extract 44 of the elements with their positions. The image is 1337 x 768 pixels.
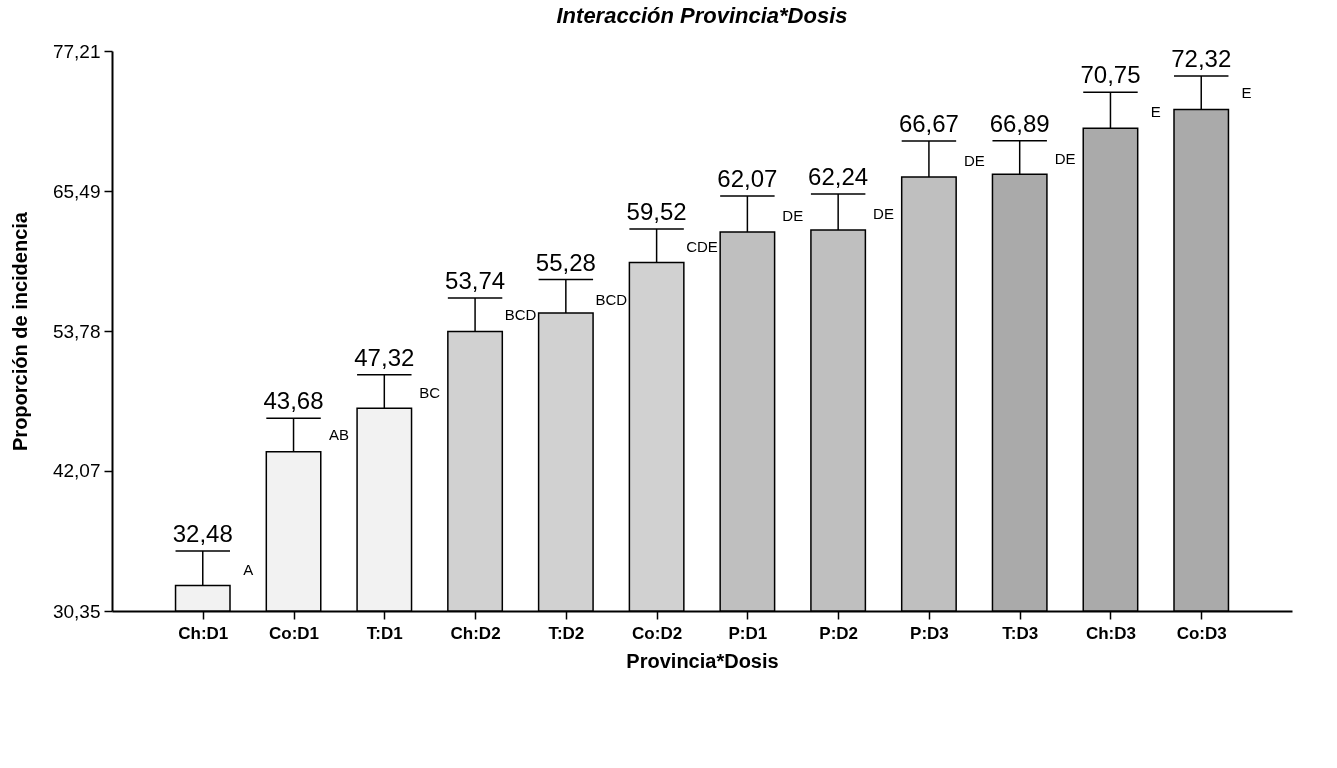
annotation: CDE bbox=[686, 238, 718, 256]
x-tick-label: P:D3 bbox=[910, 623, 949, 643]
data-label: 32,48 bbox=[172, 519, 233, 547]
annotation: E bbox=[1241, 83, 1252, 101]
x-tick-label: P:D1 bbox=[728, 623, 768, 643]
y-tick-label: 65,49 bbox=[52, 180, 101, 202]
data-label: 70,75 bbox=[1080, 61, 1141, 89]
x-tick-label: T:D3 bbox=[1002, 623, 1039, 643]
y-axis-title: Proporción de incidencia bbox=[8, 211, 31, 451]
data-label: 72,32 bbox=[1171, 44, 1232, 72]
annotation: E bbox=[1150, 103, 1161, 121]
x-tick-label: P:D2 bbox=[819, 623, 859, 643]
data-label: 53,74 bbox=[445, 267, 506, 295]
x-axis-title: Provincia*Dosis bbox=[626, 649, 779, 672]
annotation: DE bbox=[1054, 149, 1076, 167]
y-tick-label: 77,21 bbox=[52, 40, 101, 62]
data-label: 47,32 bbox=[354, 343, 415, 371]
x-tick-label: Co:D3 bbox=[1176, 623, 1227, 643]
annotation: A bbox=[243, 560, 254, 578]
data-label: 66,89 bbox=[989, 109, 1050, 137]
data-label: 66,67 bbox=[898, 110, 959, 138]
x-tick-label: Ch:D1 bbox=[178, 623, 229, 643]
x-tick-label: T:D1 bbox=[366, 623, 403, 643]
annotation: BC bbox=[419, 383, 441, 401]
chart-title: Interacción Provincia*Dosis bbox=[556, 3, 848, 28]
data-label: 62,24 bbox=[808, 163, 869, 191]
annotation: DE bbox=[782, 207, 804, 225]
data-label: 59,52 bbox=[626, 197, 687, 225]
x-tick-label: Ch:D2 bbox=[450, 623, 501, 643]
x-tick-label: Ch:D3 bbox=[1085, 623, 1136, 643]
data-label: 62,07 bbox=[717, 165, 778, 193]
y-tick-label: 53,78 bbox=[52, 320, 101, 342]
x-tick-label: T:D2 bbox=[548, 623, 585, 643]
x-tick-label: Co:D2 bbox=[632, 623, 683, 643]
x-tick-label: Co:D1 bbox=[269, 623, 320, 643]
annotation: DE bbox=[963, 152, 985, 170]
y-tick-label: 30,35 bbox=[52, 600, 101, 622]
data-label: 43,68 bbox=[263, 387, 324, 415]
annotation: AB bbox=[328, 425, 349, 443]
annotation: DE bbox=[873, 204, 894, 222]
annotation: BCD bbox=[504, 306, 537, 324]
y-tick-label: 42,07 bbox=[52, 460, 101, 482]
data-label: 55,28 bbox=[535, 248, 596, 276]
annotation: BCD bbox=[595, 290, 628, 308]
